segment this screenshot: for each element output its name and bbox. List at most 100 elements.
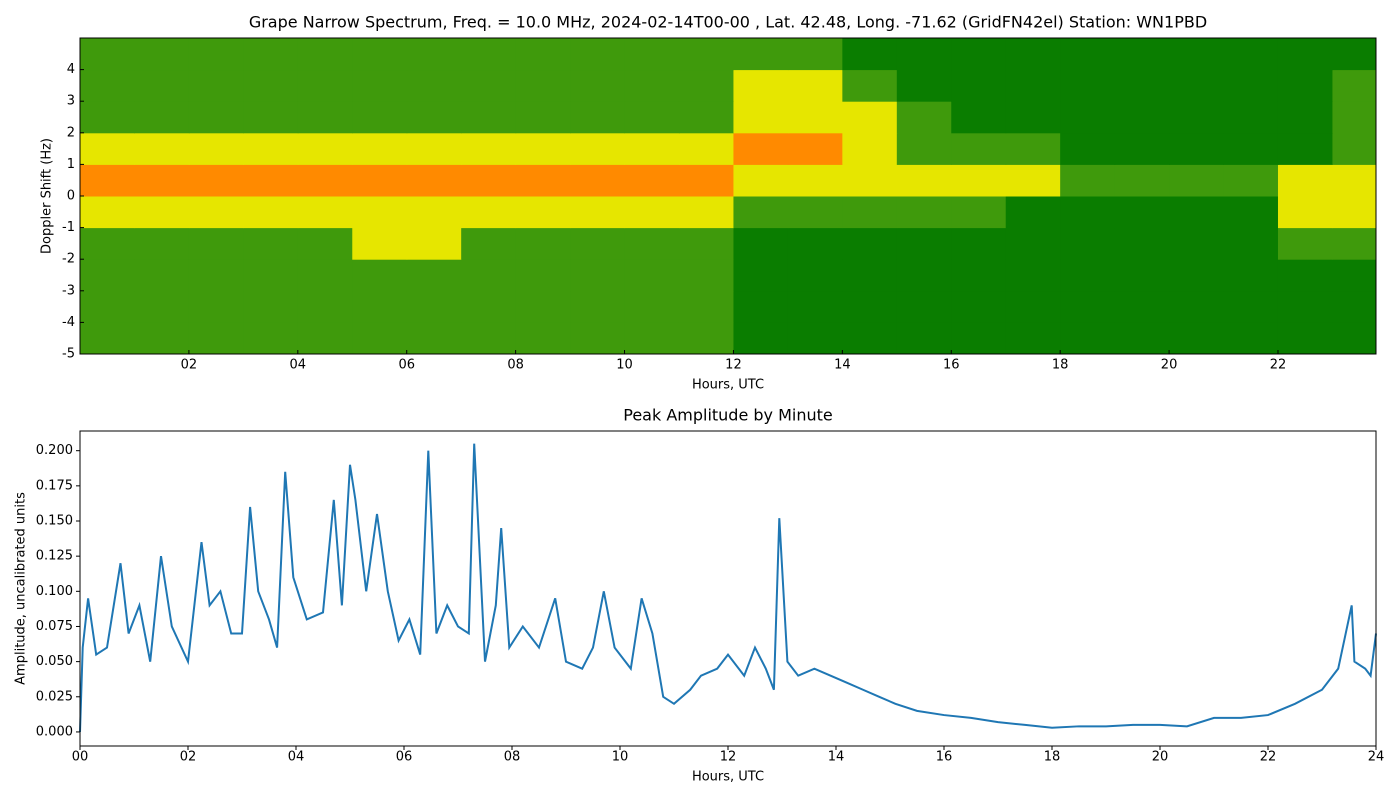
heatmap-cell	[1114, 290, 1170, 323]
heatmap-cell	[570, 101, 626, 134]
heatmap-cell	[787, 38, 843, 71]
heatmap-cell	[624, 164, 680, 197]
heatmap-cell	[352, 69, 408, 102]
heatmap-cell	[297, 227, 353, 260]
x-tick-label: 20	[1152, 750, 1169, 765]
heatmap-cell	[515, 38, 571, 71]
heatmap-cell	[787, 69, 843, 102]
heatmap-cell	[134, 164, 190, 197]
heatmap-cell	[352, 290, 408, 323]
heatmap-cell	[461, 290, 517, 323]
heatmap-cell	[842, 322, 898, 355]
x-tick-label: 14	[828, 750, 845, 765]
heatmap-cell	[624, 322, 680, 355]
heatmap-cell	[1060, 132, 1116, 165]
heatmap-cell	[1169, 259, 1225, 292]
heatmap-cell	[80, 69, 135, 102]
heatmap-cell	[406, 322, 462, 355]
x-tick-label: 02	[180, 750, 197, 765]
heatmap-cell	[624, 101, 680, 134]
heatmap-cell	[134, 227, 190, 260]
heatmap-cell	[461, 259, 517, 292]
heatmap-cell	[678, 164, 734, 197]
heatmap-cell	[297, 38, 353, 71]
heatmap-cell	[896, 164, 952, 197]
heatmap-cell	[134, 132, 190, 165]
heatmap-cell	[188, 322, 244, 355]
y-tick-label: 0.125	[36, 549, 73, 564]
y-tick-label: 0.175	[36, 478, 73, 493]
heatmap-cell	[1223, 69, 1279, 102]
heatmap-cell	[297, 69, 353, 102]
heatmap-cell	[406, 69, 462, 102]
heatmap-cell	[951, 227, 1007, 260]
heatmap-cell	[1169, 69, 1225, 102]
heatmap-cell	[1169, 227, 1225, 260]
heatmap-cell	[1277, 164, 1333, 197]
heatmap-cell	[188, 69, 244, 102]
heatmap-cell	[1223, 101, 1279, 134]
heatmap-cell	[570, 322, 626, 355]
heatmap-cell	[461, 132, 517, 165]
heatmap-cell	[787, 259, 843, 292]
heatmap-cell	[243, 227, 299, 260]
heatmap-cell	[624, 69, 680, 102]
x-tick-label: 22	[1270, 358, 1287, 373]
heatmap-cell	[1005, 132, 1061, 165]
heatmap-cell	[842, 259, 898, 292]
heatmap-cell	[624, 227, 680, 260]
heatmap-cell	[297, 164, 353, 197]
heatmap-cell	[1169, 290, 1225, 323]
heatmap-cell	[733, 227, 789, 260]
heatmap-cell	[243, 196, 299, 229]
heatmap-cell	[1169, 322, 1225, 355]
heatmap-cell	[1277, 132, 1333, 165]
y-tick-label: 0.050	[36, 654, 73, 669]
y-tick-label: 1	[67, 157, 75, 172]
heatmap-cell	[243, 259, 299, 292]
heatmap-cell	[188, 227, 244, 260]
heatmap-cell	[406, 196, 462, 229]
heatmap-cell	[1223, 38, 1279, 71]
heatmap-cell	[733, 101, 789, 134]
chart-title: Peak Amplitude by Minute	[623, 406, 833, 425]
heatmap-cell	[896, 322, 952, 355]
heatmap-cell	[406, 290, 462, 323]
heatmap-cell	[624, 38, 680, 71]
heatmap-cell	[297, 322, 353, 355]
heatmap-cell	[1223, 322, 1279, 355]
heatmap-cell	[1005, 101, 1061, 134]
heatmap-cell	[624, 132, 680, 165]
heatmap-cell	[1223, 259, 1279, 292]
heatmap-cell	[243, 38, 299, 71]
data-line	[79, 443, 1377, 732]
heatmap-cell	[1223, 290, 1279, 323]
heatmap-cell	[1169, 38, 1225, 71]
heatmap-cell	[406, 38, 462, 71]
heatmap-cell	[134, 290, 190, 323]
heatmap-cell	[1005, 69, 1061, 102]
heatmap-cell	[951, 290, 1007, 323]
heatmap-cell	[1060, 196, 1116, 229]
heatmap-cell	[1223, 164, 1279, 197]
heatmap-cell	[842, 38, 898, 71]
heatmap-cell	[1060, 322, 1116, 355]
heatmap-cell	[1114, 227, 1170, 260]
x-tick-label: 06	[396, 750, 413, 765]
heatmap-cell	[1060, 164, 1116, 197]
heatmap-cell	[1277, 227, 1333, 260]
heatmap-cell	[1332, 38, 1377, 71]
heatmap-cell	[134, 322, 190, 355]
heatmap-cell	[134, 101, 190, 134]
heatmap-cell	[461, 38, 517, 71]
heatmap-cell	[842, 132, 898, 165]
heatmap-cell	[951, 101, 1007, 134]
heatmap-cell	[842, 101, 898, 134]
y-tick-label: 0.075	[36, 619, 73, 634]
heatmap-cell	[787, 322, 843, 355]
heatmap-cell	[188, 101, 244, 134]
y-tick-label: -1	[62, 220, 75, 235]
heatmap-cell	[570, 290, 626, 323]
heatmap-cell	[678, 290, 734, 323]
